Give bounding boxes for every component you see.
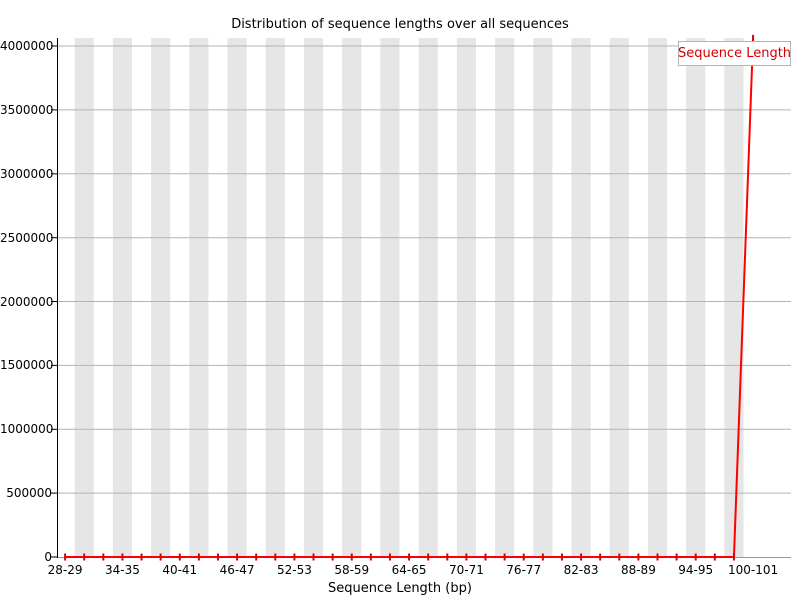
y-axis-tick-label: 4000000	[0, 39, 54, 54]
y-axis-tick-label: 500000	[6, 486, 52, 501]
x-axis-tick-label: 82-83	[563, 563, 599, 577]
background-stripe	[342, 38, 362, 557]
background-stripe	[151, 38, 171, 557]
y-axis-tick-label: 0	[44, 550, 52, 564]
background-stripe	[724, 38, 744, 557]
background-stripe	[265, 38, 285, 557]
background-stripe	[380, 38, 400, 557]
x-axis-tick-label: 76-77	[506, 563, 542, 577]
background-stripe	[495, 38, 515, 557]
y-axis-tick-label: 1500000	[0, 358, 54, 373]
x-axis-tick-label: 88-89	[620, 563, 656, 577]
x-axis-tick-label: 28-29	[47, 563, 83, 577]
y-axis-tick-label: 2000000	[0, 294, 54, 309]
background-stripe	[227, 38, 247, 557]
x-axis-tick-label: 70-71	[448, 563, 484, 577]
x-axis-title: Sequence Length (bp)	[328, 581, 472, 596]
background-stripe	[74, 38, 94, 557]
legend-label: Sequence Length	[677, 46, 792, 61]
x-axis-tick-label: 100-101	[727, 563, 779, 577]
y-axis-tick-label: 1000000	[0, 422, 54, 437]
background-stripe	[456, 38, 476, 557]
background-stripe	[303, 38, 324, 557]
background-stripe	[112, 38, 132, 557]
y-axis-tick-label: 2500000	[0, 230, 54, 245]
background-stripe	[609, 38, 629, 557]
x-axis-tick-label: 94-95	[678, 563, 714, 577]
legend: Sequence Length	[678, 41, 791, 66]
background-stripe	[189, 38, 209, 557]
x-axis-tick-label: 64-65	[391, 563, 427, 577]
y-axis-tick-label: 3000000	[0, 166, 54, 181]
x-axis-tick-label: 34-35	[104, 563, 140, 577]
chart-title: Distribution of sequence lengths over al…	[231, 17, 569, 32]
y-axis-tick-label: 3500000	[0, 102, 54, 117]
x-axis-tick-label: 40-41	[162, 563, 198, 577]
background-stripe	[647, 38, 668, 557]
background-stripe	[418, 38, 438, 557]
x-axis-tick-label: 52-53	[276, 563, 312, 577]
x-axis-tick-label: 46-47	[219, 563, 255, 577]
x-axis-tick-label: 58-59	[334, 563, 370, 577]
background-stripe	[533, 38, 553, 557]
background-stripe	[686, 38, 706, 557]
background-stripe	[571, 38, 591, 557]
